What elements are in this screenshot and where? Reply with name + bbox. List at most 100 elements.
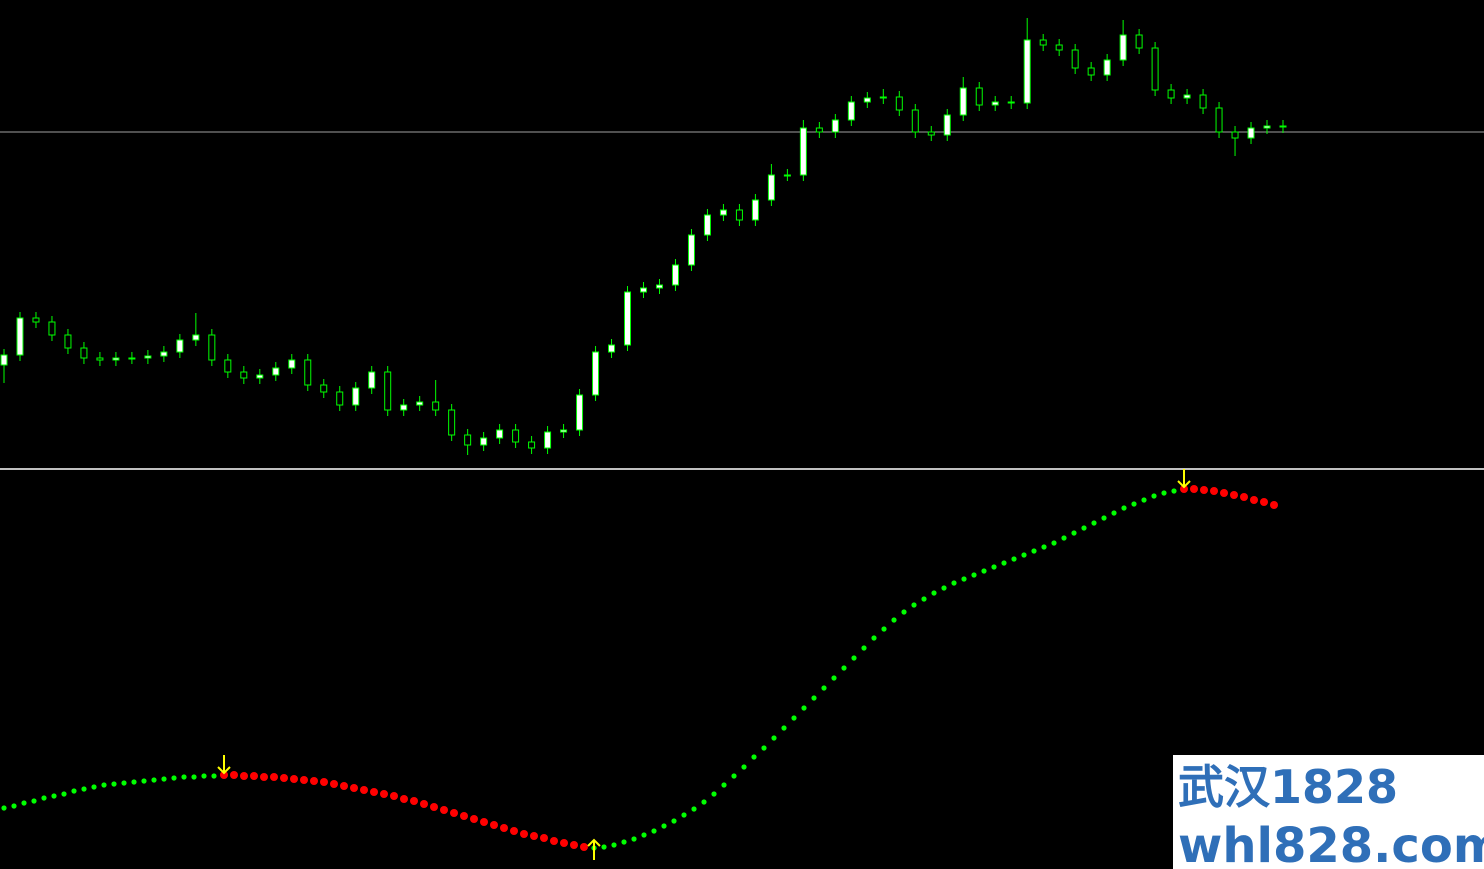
indicator-dot <box>631 836 637 842</box>
indicator-dot <box>1 805 7 811</box>
candle-body <box>1231 131 1239 139</box>
candle-body <box>640 287 647 293</box>
watermark-box <box>1173 755 1484 869</box>
indicator-dot <box>711 791 717 797</box>
indicator-dot <box>911 602 917 608</box>
candle-body <box>959 87 967 116</box>
indicator-dot <box>681 812 687 818</box>
indicator-dot <box>1001 560 1007 566</box>
indicator-dot <box>1031 548 1037 554</box>
candle-body <box>496 429 504 439</box>
indicator-dot <box>460 812 468 820</box>
candle-body <box>927 131 935 136</box>
signal-arrow <box>587 838 601 860</box>
candle-body <box>304 359 312 386</box>
candle-body <box>719 209 727 216</box>
indicator-dot <box>280 774 288 782</box>
candle-body <box>1151 47 1159 91</box>
indicator-dot <box>61 791 67 797</box>
candle-body <box>1055 44 1063 51</box>
indicator-dot <box>721 782 727 788</box>
indicator-dot <box>691 806 697 812</box>
indicator-dot <box>1230 491 1238 499</box>
candle-body <box>1087 67 1095 76</box>
candle-body <box>1007 101 1015 104</box>
indicator-dot <box>951 580 957 586</box>
indicator-dot <box>981 568 987 574</box>
candle-body <box>1071 49 1079 69</box>
signal-arrow <box>217 755 231 775</box>
indicator-dot <box>1131 501 1137 507</box>
candle-body <box>1263 125 1271 129</box>
indicator-dot <box>470 815 478 823</box>
indicator-dot <box>410 797 418 805</box>
candle-body <box>1103 59 1111 76</box>
indicator-dot <box>621 839 627 845</box>
indicator-dot <box>791 715 797 721</box>
candle-body <box>176 339 184 353</box>
candle-body <box>1119 34 1127 61</box>
candle-body <box>1135 34 1143 49</box>
candle-body <box>624 291 632 346</box>
candle-body <box>687 234 695 266</box>
indicator-dot <box>300 776 308 784</box>
candle-body <box>1183 94 1191 99</box>
indicator-dot <box>230 771 238 779</box>
indicator-dot <box>1121 505 1127 511</box>
indicator-dot <box>450 809 458 817</box>
signal-arrow <box>1177 469 1191 489</box>
indicator-dot <box>240 772 248 780</box>
indicator-dot <box>1210 487 1218 495</box>
indicator-dot <box>360 786 368 794</box>
candle-body <box>32 317 40 323</box>
indicator-dot <box>330 780 338 788</box>
indicator-dot <box>1081 525 1087 531</box>
candle-body <box>336 391 344 406</box>
indicator-dot <box>601 844 607 850</box>
candle-body <box>1215 107 1223 133</box>
indicator-dot <box>540 834 548 842</box>
indicator-dot <box>641 832 647 838</box>
indicator-dot <box>131 779 137 785</box>
indicator-dot <box>121 780 127 786</box>
indicator-dot <box>211 773 217 779</box>
indicator-dot <box>1011 556 1017 562</box>
candle-body <box>0 354 8 366</box>
indicator-dot <box>430 803 438 811</box>
candle-body <box>783 174 791 177</box>
candle-body <box>512 429 520 443</box>
candle-body <box>608 344 616 353</box>
indicator-dot <box>250 772 258 780</box>
indicator-dot <box>141 778 147 784</box>
candle-body <box>863 97 871 103</box>
indicator-dot <box>530 832 538 840</box>
indicator-dot <box>751 754 757 760</box>
indicator-dot <box>941 585 947 591</box>
indicator-dot <box>71 788 77 794</box>
indicator-dot <box>1061 535 1067 541</box>
candle-body <box>1167 89 1175 99</box>
indicator-dot <box>171 775 177 781</box>
candle-body <box>224 359 232 373</box>
indicator-dot <box>550 837 558 845</box>
indicator-dot <box>51 793 57 799</box>
indicator-dot <box>1220 489 1228 497</box>
indicator-dot <box>510 827 518 835</box>
candle-body <box>64 334 72 349</box>
indicator-dot <box>611 842 617 848</box>
indicator-dot <box>1260 498 1268 506</box>
candle-body <box>671 264 679 286</box>
indicator-dot <box>380 790 388 798</box>
candle-body <box>560 429 568 433</box>
indicator-dot <box>971 572 977 578</box>
indicator-dot <box>260 773 268 781</box>
candle-body <box>192 334 200 341</box>
indicator-dot <box>500 824 508 832</box>
indicator-dot <box>801 705 807 711</box>
indicator-dot <box>881 626 887 632</box>
indicator-dot <box>1151 493 1157 499</box>
candle-body <box>943 114 951 136</box>
indicator-dot <box>111 781 117 787</box>
indicator-dot <box>921 596 927 602</box>
